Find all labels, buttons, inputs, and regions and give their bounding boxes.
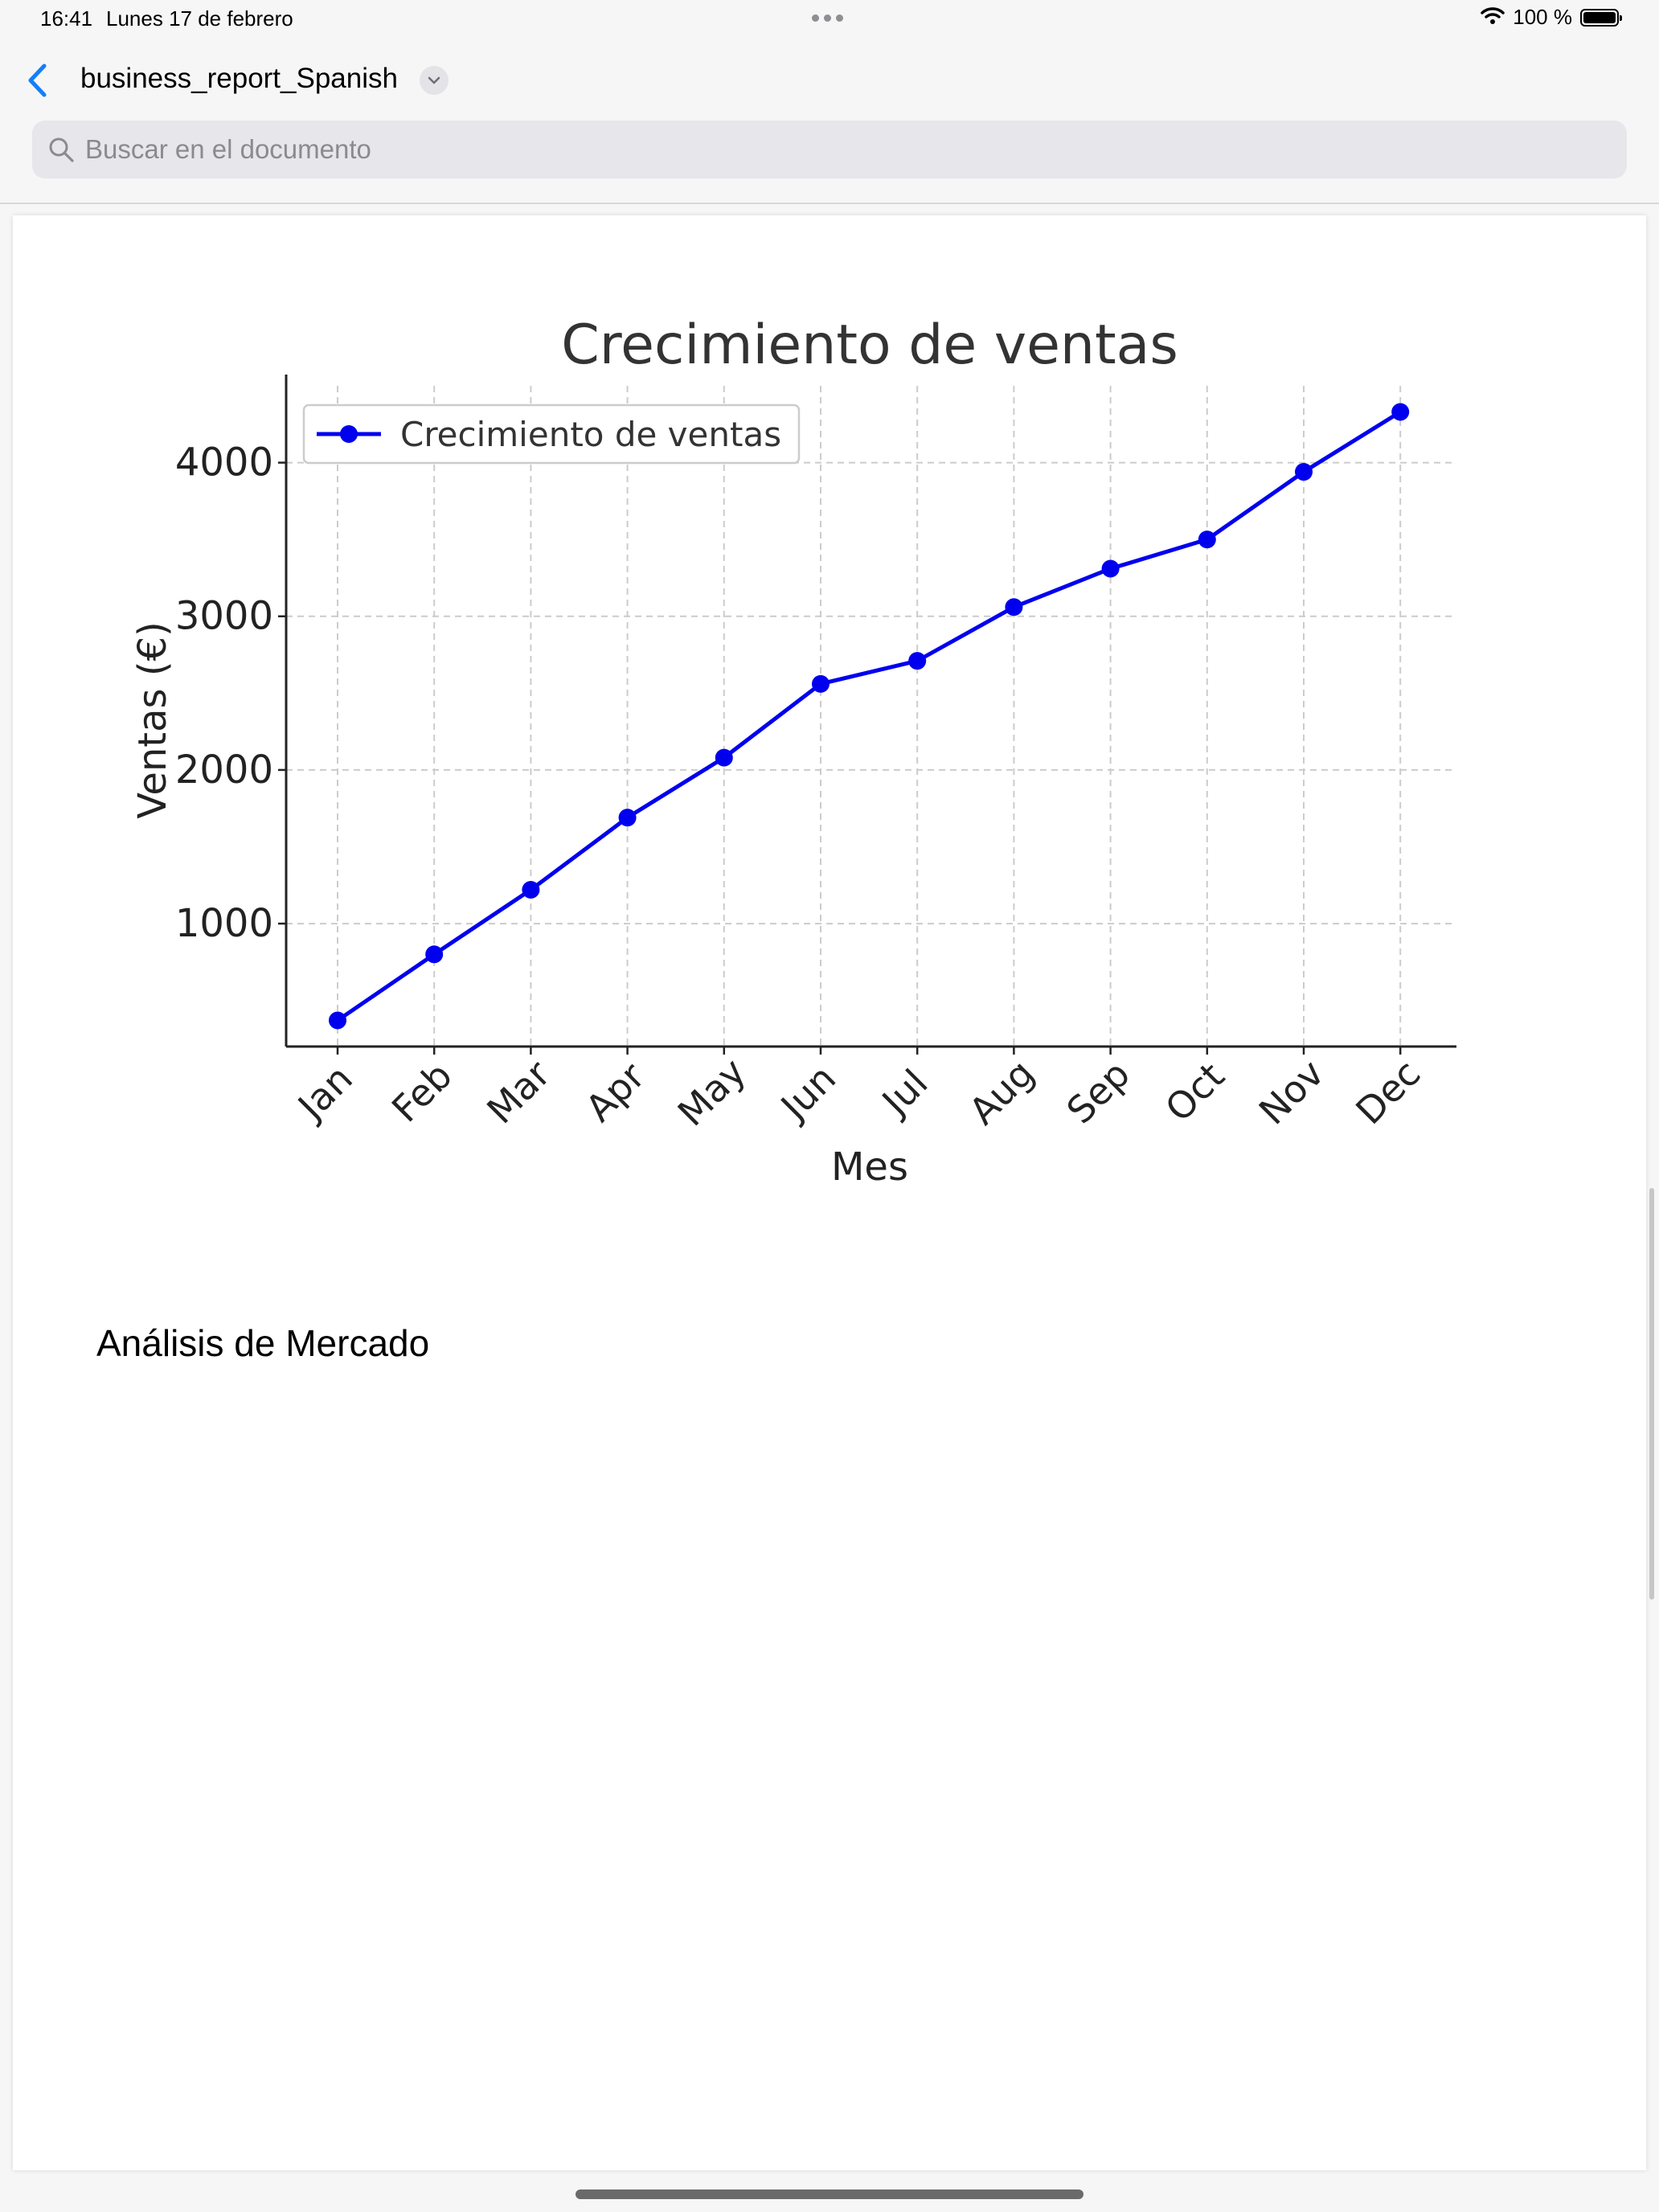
battery-percentage: 100 %: [1513, 5, 1572, 29]
data-point: [812, 674, 830, 693]
home-indicator[interactable]: [576, 2189, 1083, 2199]
y-tick-label: 1000: [175, 901, 273, 946]
x-tick-label: Nov: [1251, 1051, 1333, 1133]
y-tick-label: 4000: [175, 440, 273, 485]
x-tick-label: Jan: [288, 1057, 360, 1129]
legend-marker: [340, 425, 358, 443]
divider: [0, 203, 1659, 204]
y-tick-label: 2000: [175, 748, 273, 793]
legend-box: [302, 403, 801, 465]
data-point: [908, 652, 927, 670]
data-point: [425, 945, 444, 964]
y-ticks: 1000 2000 3000 4000: [175, 440, 286, 946]
chart-title: Crecimiento de ventas: [561, 313, 1178, 377]
data-point: [1101, 559, 1120, 578]
chart-legend: Crecimiento de ventas: [302, 403, 801, 465]
x-tick-label: Jun: [771, 1056, 844, 1129]
data-point: [1198, 530, 1216, 549]
x-tick-label: Oct: [1157, 1054, 1232, 1129]
sales-growth-chart: Jan Feb Mar Apr May Jun Jul Aug Sep Oct Nov Dec 100…: [130, 313, 1456, 1190]
chart-series: [329, 403, 1410, 1030]
status-time: 16:41: [40, 6, 93, 31]
data-point: [1005, 598, 1023, 616]
data-point: [1295, 463, 1313, 481]
search-input[interactable]: [84, 133, 1534, 166]
data-point: [715, 748, 733, 767]
x-tick-label: Apr: [577, 1054, 653, 1130]
scroll-indicator[interactable]: [1649, 1188, 1654, 1600]
y-axis-label: Ventas (€): [130, 621, 175, 819]
data-point: [522, 881, 540, 899]
status-date: Lunes 17 de febrero: [106, 6, 293, 31]
battery-icon: [1580, 8, 1622, 27]
x-tick-label: Mar: [478, 1052, 559, 1133]
x-tick-label: Feb: [383, 1054, 461, 1131]
document-title[interactable]: business_report_Spanish: [80, 63, 398, 94]
x-axis-label: Mes: [831, 1145, 908, 1190]
series-line: [336, 410, 1402, 1022]
x-tick-label: Dec: [1347, 1051, 1428, 1133]
x-tick-label: May: [670, 1050, 754, 1134]
search-icon: [43, 132, 79, 167]
x-tick-label: Aug: [961, 1051, 1043, 1133]
legend-label: Crecimiento de ventas: [400, 415, 781, 454]
chevron-left-icon: [28, 63, 47, 97]
nav-bar: business_report_Spanish: [0, 48, 1659, 113]
section-heading: Análisis de Mercado: [96, 1322, 430, 1364]
data-point: [1391, 403, 1410, 421]
data-point: [618, 809, 637, 827]
x-ticks: Jan Feb Mar Apr May Jun Jul Aug Sep Oct Nov Dec: [288, 1047, 1428, 1134]
wifi-icon: [1481, 5, 1505, 30]
multitasking-dots[interactable]: [812, 8, 843, 22]
title-menu-button[interactable]: [420, 66, 449, 95]
chart-grid: [286, 386, 1456, 1047]
data-point: [329, 1011, 346, 1030]
x-tick-label: Sep: [1059, 1052, 1138, 1132]
back-button[interactable]: [18, 58, 56, 103]
chart-axes: [285, 375, 1456, 1048]
chevron-down-icon: [428, 76, 440, 84]
search-bar: [32, 121, 1627, 178]
y-tick-label: 3000: [175, 594, 273, 639]
document-page[interactable]: Jan Feb Mar Apr May Jun Jul Aug Sep Oct Nov Dec 100…: [13, 215, 1646, 2170]
x-tick-label: Jul: [872, 1061, 936, 1125]
status-bar: 16:41 Lunes 17 de febrero 100 %: [0, 0, 1659, 42]
